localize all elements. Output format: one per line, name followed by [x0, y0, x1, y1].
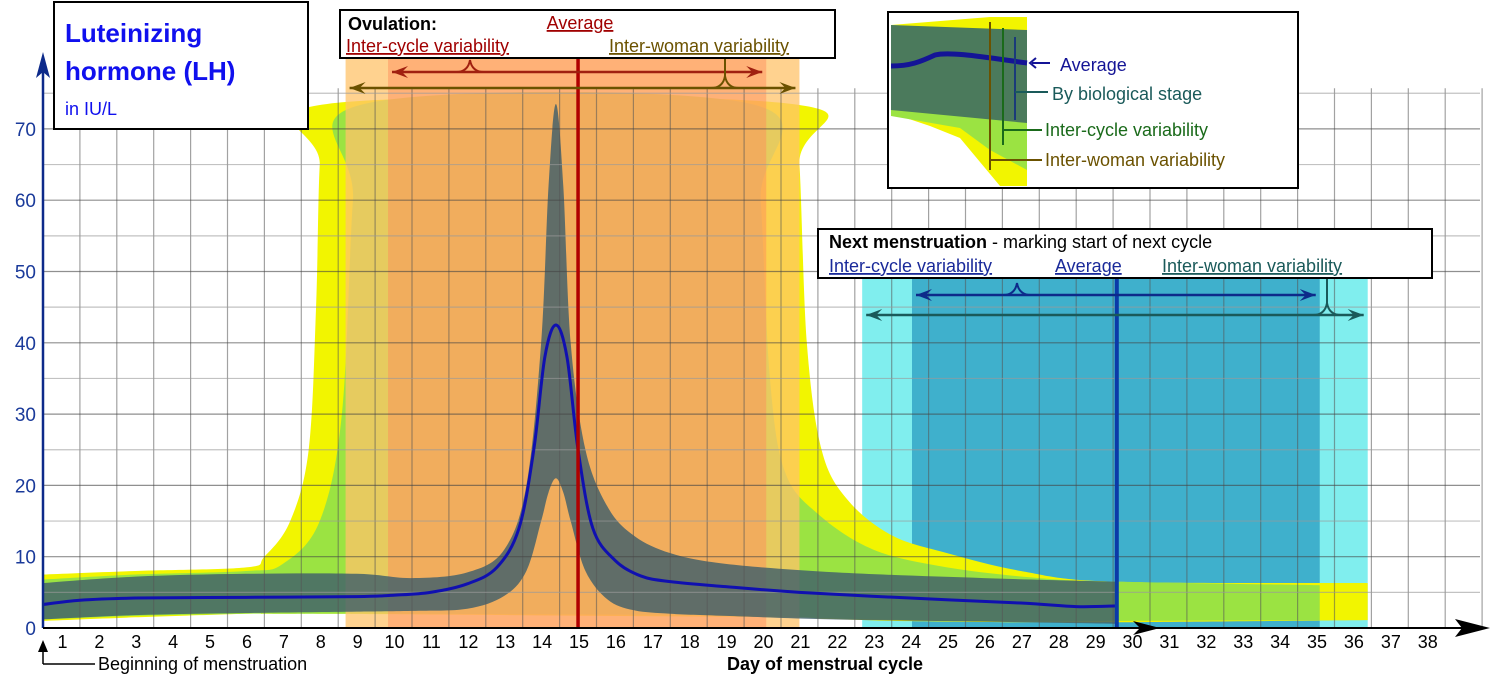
x-tick-label: 38 [1418, 632, 1438, 652]
x-tick-label: 25 [938, 632, 958, 652]
y-tick-label: 20 [15, 476, 36, 497]
x-tick-label: 7 [279, 632, 289, 652]
ovulation-inter-cycle-arrow-head-left [392, 66, 409, 78]
ovulation-heading: Ovulation: [348, 14, 437, 34]
legend-average-label: Average [1060, 55, 1127, 75]
x-tick-label: 27 [1012, 632, 1032, 652]
x-tick-label: 9 [353, 632, 363, 652]
next-menstruation-heading-text: Next menstruation - marking start of nex… [829, 232, 1212, 252]
ovulation-annotation: Ovulation: Average Inter-cycle variabili… [339, 9, 836, 59]
origin-label: Beginning of menstruation [98, 654, 307, 674]
next-menstruation-annotation: Next menstruation - marking start of nex… [817, 228, 1433, 279]
origin-arrow-head [38, 640, 48, 652]
x-tick-label: 26 [975, 632, 995, 652]
x-tick-label: 35 [1307, 632, 1327, 652]
average-layer [42, 33, 1364, 628]
y-tick-label: 70 [15, 120, 36, 141]
menstruation-average-label: Average [1055, 256, 1122, 276]
x-axis-arrow-icon [1455, 619, 1490, 637]
title-box: Luteinizing hormone (LH) in IU/L [53, 1, 309, 130]
x-tick-label: 33 [1233, 632, 1253, 652]
legend-inter-woman-label: Inter-woman variability [1045, 150, 1225, 170]
x-tick-label: 12 [458, 632, 478, 652]
y-tick-label: 50 [15, 263, 36, 284]
x-tick-label: 36 [1344, 632, 1364, 652]
y-tick-label: 0 [25, 619, 36, 640]
x-axis-label: Day of menstrual cycle [727, 654, 923, 674]
ovulation-inter-cycle-arrow-head-right [746, 66, 763, 78]
next-menstruation-heading-rest: - marking start of next cycle [987, 232, 1212, 252]
x-tick-label: 32 [1196, 632, 1216, 652]
ovulation-inter-woman-label: Inter-woman variability [609, 36, 789, 56]
biological-band-layer [43, 103, 1117, 624]
legend-inset: Average By biological stage Inter-cycle … [887, 11, 1299, 189]
menstruation-inter-woman-arrow-head-right [1347, 309, 1364, 321]
menstruation-inter-woman-arrow-head-left [866, 309, 883, 321]
x-tick-label: 16 [606, 632, 626, 652]
y-axis-arrow-icon [36, 52, 50, 78]
y-tick-label: 10 [15, 548, 36, 569]
x-tick-label: 23 [864, 632, 884, 652]
ovulation-inter-cycle-label: Inter-cycle variability [346, 36, 509, 56]
x-tick-label: 18 [680, 632, 700, 652]
ovulation-average-label: Average [547, 13, 614, 33]
x-tick-label: 3 [131, 632, 141, 652]
x-tick-label: 28 [1049, 632, 1069, 652]
x-tick-label: 13 [495, 632, 515, 652]
x-tick-label: 22 [827, 632, 847, 652]
chart-subtitle: in IU/L [65, 99, 117, 119]
x-tick-label: 8 [316, 632, 326, 652]
x-tick-label: 34 [1270, 632, 1290, 652]
chart-title-line2: hormone (LH) [65, 56, 235, 86]
x-tick-label: 2 [94, 632, 104, 652]
origin-annotation: Beginning of menstruation [38, 640, 307, 674]
x-tick-label: 4 [168, 632, 178, 652]
y-tick-label: 30 [15, 405, 36, 426]
y-tick-label: 40 [15, 334, 36, 355]
x-tick-label: 20 [754, 632, 774, 652]
x-tick-label: 30 [1123, 632, 1143, 652]
chart-title-line1: Luteinizing [65, 18, 202, 48]
x-tick-label: 11 [422, 632, 441, 652]
x-tick-label: 1 [57, 632, 67, 652]
menstruation-inter-woman-label: Inter-woman variability [1162, 256, 1342, 276]
x-tick-label: 24 [901, 632, 921, 652]
average-line [42, 323, 1117, 609]
x-tick-label: 31 [1159, 632, 1179, 652]
legend-inter-cycle-label: Inter-cycle variability [1045, 120, 1208, 140]
x-tick-label: 6 [242, 632, 252, 652]
ovulation-inter-woman-range [345, 54, 800, 629]
legend-average-line [890, 51, 1028, 69]
ovulation-inter-woman-arrow-head-left [349, 82, 366, 94]
x-tick-label: 29 [1086, 632, 1106, 652]
x-tick-label: 14 [532, 632, 552, 652]
next-menstruation-heading: Next menstruation [829, 232, 987, 252]
y-tick-label: 60 [15, 191, 36, 212]
legend-biological-label: By biological stage [1052, 84, 1202, 104]
menstruation-inter-cycle-arrow-brace [1002, 282, 1032, 296]
menstruation-inter-cycle-arrow-head-right [1299, 289, 1316, 301]
x-tick-label: 19 [717, 632, 737, 652]
menstruation-inter-cycle-arrow-head-left [915, 289, 932, 301]
ovulation-inter-cycle-arrow-brace [455, 59, 485, 73]
x-tick-label: 5 [205, 632, 215, 652]
x-tick-label: 17 [643, 632, 663, 652]
x-tick-label: 37 [1381, 632, 1401, 652]
ovulation-inter-woman-arrow-head-right [779, 82, 796, 94]
biological-stage-band [43, 103, 1117, 624]
legend-average-pointer-head [1028, 57, 1037, 69]
menstruation-inter-cycle-label: Inter-cycle variability [829, 256, 992, 276]
axes [36, 52, 1490, 637]
x-tick-label: 10 [385, 632, 405, 652]
legend-biological-swatch [891, 25, 1027, 123]
x-tick-label: 15 [569, 632, 589, 652]
cycle-end-arrow-icon [1133, 621, 1160, 635]
x-tick-label: 21 [790, 632, 810, 652]
